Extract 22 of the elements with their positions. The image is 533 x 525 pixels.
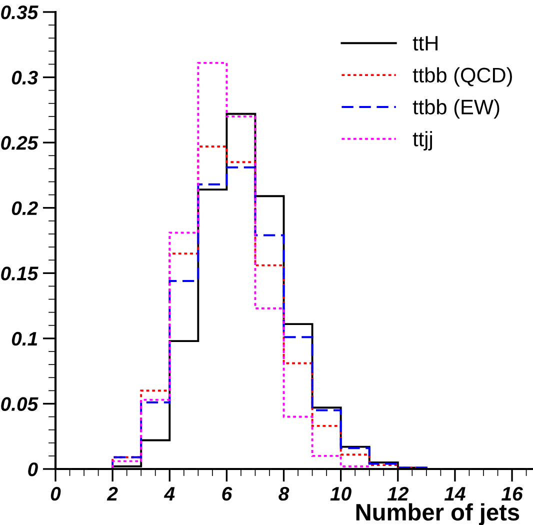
y-tick-label: 0.2 xyxy=(12,201,38,216)
y-tick-label: 0.15 xyxy=(1,266,38,280)
legend-label: ttjj xyxy=(412,131,432,150)
legend-label: ttH xyxy=(412,36,438,51)
x-tick-label: 16 xyxy=(502,486,523,501)
x-tick-label: 6 xyxy=(222,486,232,501)
x-tick-label: 12 xyxy=(387,486,409,500)
x-tick-label: 2 xyxy=(106,486,118,500)
y-tick-label: 0.1 xyxy=(12,332,38,346)
legend-label: ttbb (EW) xyxy=(412,99,500,119)
x-tick-label: 14 xyxy=(444,487,466,500)
y-tick-label: 0.05 xyxy=(1,397,38,411)
x-axis-title: Number of jets xyxy=(356,503,520,525)
x-tick-label: 4 xyxy=(164,487,175,500)
x-tick-label: 8 xyxy=(278,486,290,501)
legend-label: ttbb (QCD) xyxy=(412,67,512,87)
y-tick-label: 0.3 xyxy=(12,70,38,85)
y-tick-label: 0.35 xyxy=(1,5,38,20)
x-tick-label: 10 xyxy=(330,486,352,501)
y-tick-label: 0.25 xyxy=(1,136,38,150)
y-tick-label: 0 xyxy=(28,462,38,476)
x-tick-label: 0 xyxy=(50,486,61,501)
